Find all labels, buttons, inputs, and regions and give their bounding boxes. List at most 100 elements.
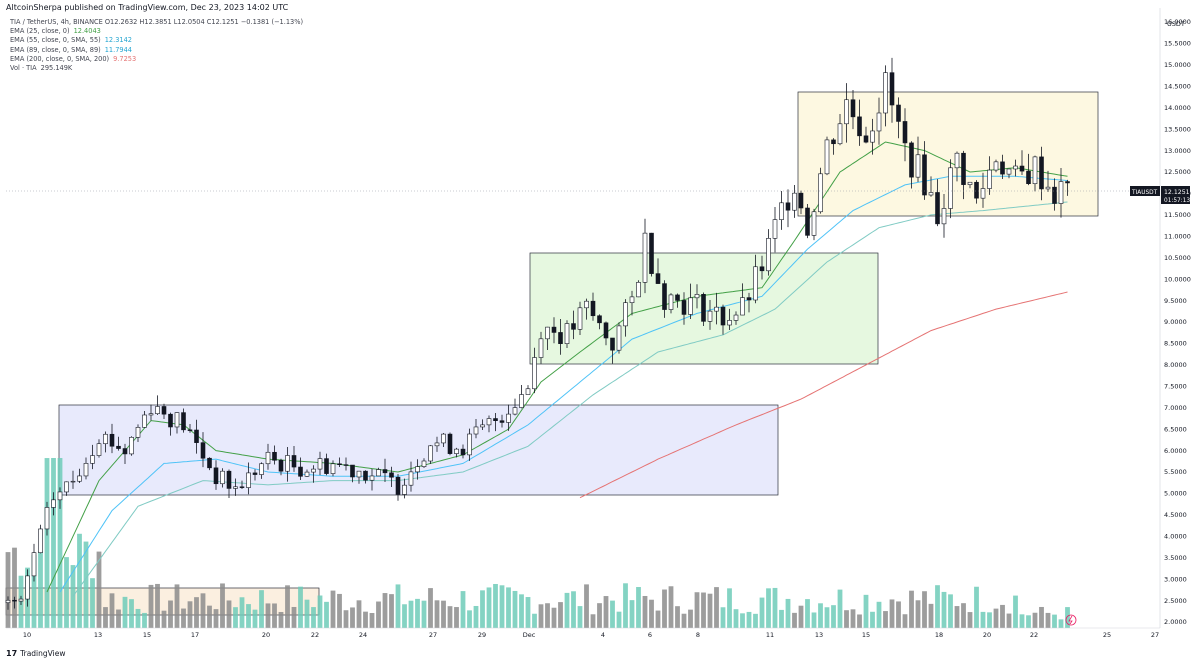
candle-up [987, 169, 992, 189]
candle-down [389, 472, 394, 478]
candle-down [720, 306, 726, 326]
volume-bar [876, 601, 882, 628]
candle-down [655, 273, 661, 284]
candle-down [974, 181, 979, 199]
candle-down [278, 459, 284, 472]
candle-up [304, 471, 310, 477]
candle-up [980, 188, 986, 199]
volume-bar [987, 612, 992, 628]
candle-down [272, 451, 277, 461]
candle-down [1026, 170, 1031, 185]
volume-bar [343, 610, 349, 628]
price-tick-label: 5.5000 [1164, 468, 1187, 476]
volume-bar [590, 614, 596, 628]
candle-down [1000, 161, 1005, 175]
volume-bar [64, 557, 69, 628]
candle-up [512, 407, 518, 415]
time-tick-label: Dec [523, 631, 536, 639]
candle-up [811, 211, 817, 236]
candle-up [233, 486, 238, 489]
volume-bar [714, 587, 719, 628]
candle-down [597, 315, 602, 324]
candle-up [688, 297, 693, 315]
volume-bar [649, 599, 654, 628]
candle-up [668, 294, 674, 310]
price-tick-label: 14.0000 [1164, 104, 1191, 112]
volume-bar [278, 611, 284, 628]
volume-bar [369, 612, 375, 628]
volume-bar [187, 601, 193, 628]
time-tick-label: 10 [23, 631, 31, 639]
legend-ema25-row[interactable]: EMA (25, close, 0) 12.4043 [10, 27, 101, 36]
legend-ema89-row[interactable]: EMA (89, close, 0, SMA, 89) 11.7944 [10, 45, 133, 54]
volume-bar [655, 610, 661, 628]
candles [5, 57, 1070, 610]
volume-bar [207, 605, 212, 628]
volume-bar [161, 610, 167, 628]
candle-down [1039, 156, 1044, 190]
volume-bar [941, 591, 947, 628]
candle-up [967, 181, 973, 185]
candle-up [148, 413, 154, 416]
ema89-line [72, 201, 1068, 597]
candle-down [603, 322, 609, 339]
volume-bar [694, 592, 700, 628]
candle-down [961, 152, 966, 185]
candle-up [129, 436, 134, 455]
volume-bar [961, 603, 966, 628]
volume-bar [233, 607, 238, 628]
volume-bar [558, 602, 563, 628]
volume-bar [363, 611, 368, 628]
volume-bar [473, 605, 479, 628]
price-tag-symbol: TIAUSDT [1131, 190, 1158, 196]
volume-bar [668, 586, 674, 628]
legend-volume-row[interactable]: Vol · TIA 295.149K [10, 64, 73, 73]
legend-symbol-row: TIA / TetherUS, 4h, BINANCE O12.2632 H12… [10, 18, 304, 26]
candle-up [155, 406, 160, 415]
chart-legend: TIA / TetherUS, 4h, BINANCE O12.2632 H12… [10, 18, 303, 73]
legend-ema55-row[interactable]: EMA (55, close, 0, SMA, 55) 12.3142 [10, 36, 133, 45]
volume-bar [766, 588, 771, 628]
volume-bar [96, 551, 102, 628]
candle-down [109, 433, 115, 447]
candle-up [694, 294, 700, 299]
volume-bar [493, 583, 498, 628]
volume-bar [311, 607, 316, 628]
price-axis[interactable]: USDT 16.0000 15.5000 15.0000 14.5000 14.0000… [1164, 18, 1191, 626]
candle-up [38, 528, 43, 553]
candle-down [337, 463, 342, 465]
time-axis[interactable]: 10 13 15 17 20 22 24 27 29 Dec 4 6 8 11 13 15 18 20 22 25 27 [23, 631, 1159, 639]
volume-bar [688, 609, 693, 628]
price-tick-label: 15.5000 [1164, 40, 1191, 48]
price-tick-label: 7.5000 [1164, 382, 1187, 390]
candle-up [473, 426, 479, 435]
replay-icon[interactable] [1065, 614, 1077, 626]
candle-up [421, 460, 427, 467]
volume-bar [200, 593, 206, 628]
volume-bar [122, 596, 128, 628]
candle-up [1045, 186, 1051, 190]
volume-bar [974, 586, 979, 628]
volume-bar [545, 603, 550, 628]
candle-up [259, 463, 264, 475]
candle-up [506, 413, 511, 423]
time-tick-label: 13 [94, 631, 102, 639]
candle-down [291, 455, 297, 468]
candle-up [519, 394, 524, 408]
price-tick-label: 11.5000 [1164, 211, 1191, 219]
candle-up [142, 414, 147, 428]
volume-bar [506, 587, 511, 628]
price-tick-label: 2.5000 [1164, 597, 1187, 605]
candle-down [207, 457, 212, 469]
volume-bar [629, 600, 635, 628]
legend-ema200-row[interactable]: EMA (200, close, 0, SMA, 200) 9.7253 [10, 54, 137, 63]
volume-bar [564, 592, 570, 628]
volume-bar [525, 597, 531, 628]
price-tick-label: 7.0000 [1164, 404, 1187, 412]
volume-bar [954, 606, 960, 628]
price-tag: TIAUSDT 12.1251 01:57:13 [1130, 186, 1190, 204]
volume-bar [428, 588, 433, 628]
tradingview-brand[interactable]: 17 TradingView [6, 649, 65, 658]
volume-bar [980, 611, 986, 628]
